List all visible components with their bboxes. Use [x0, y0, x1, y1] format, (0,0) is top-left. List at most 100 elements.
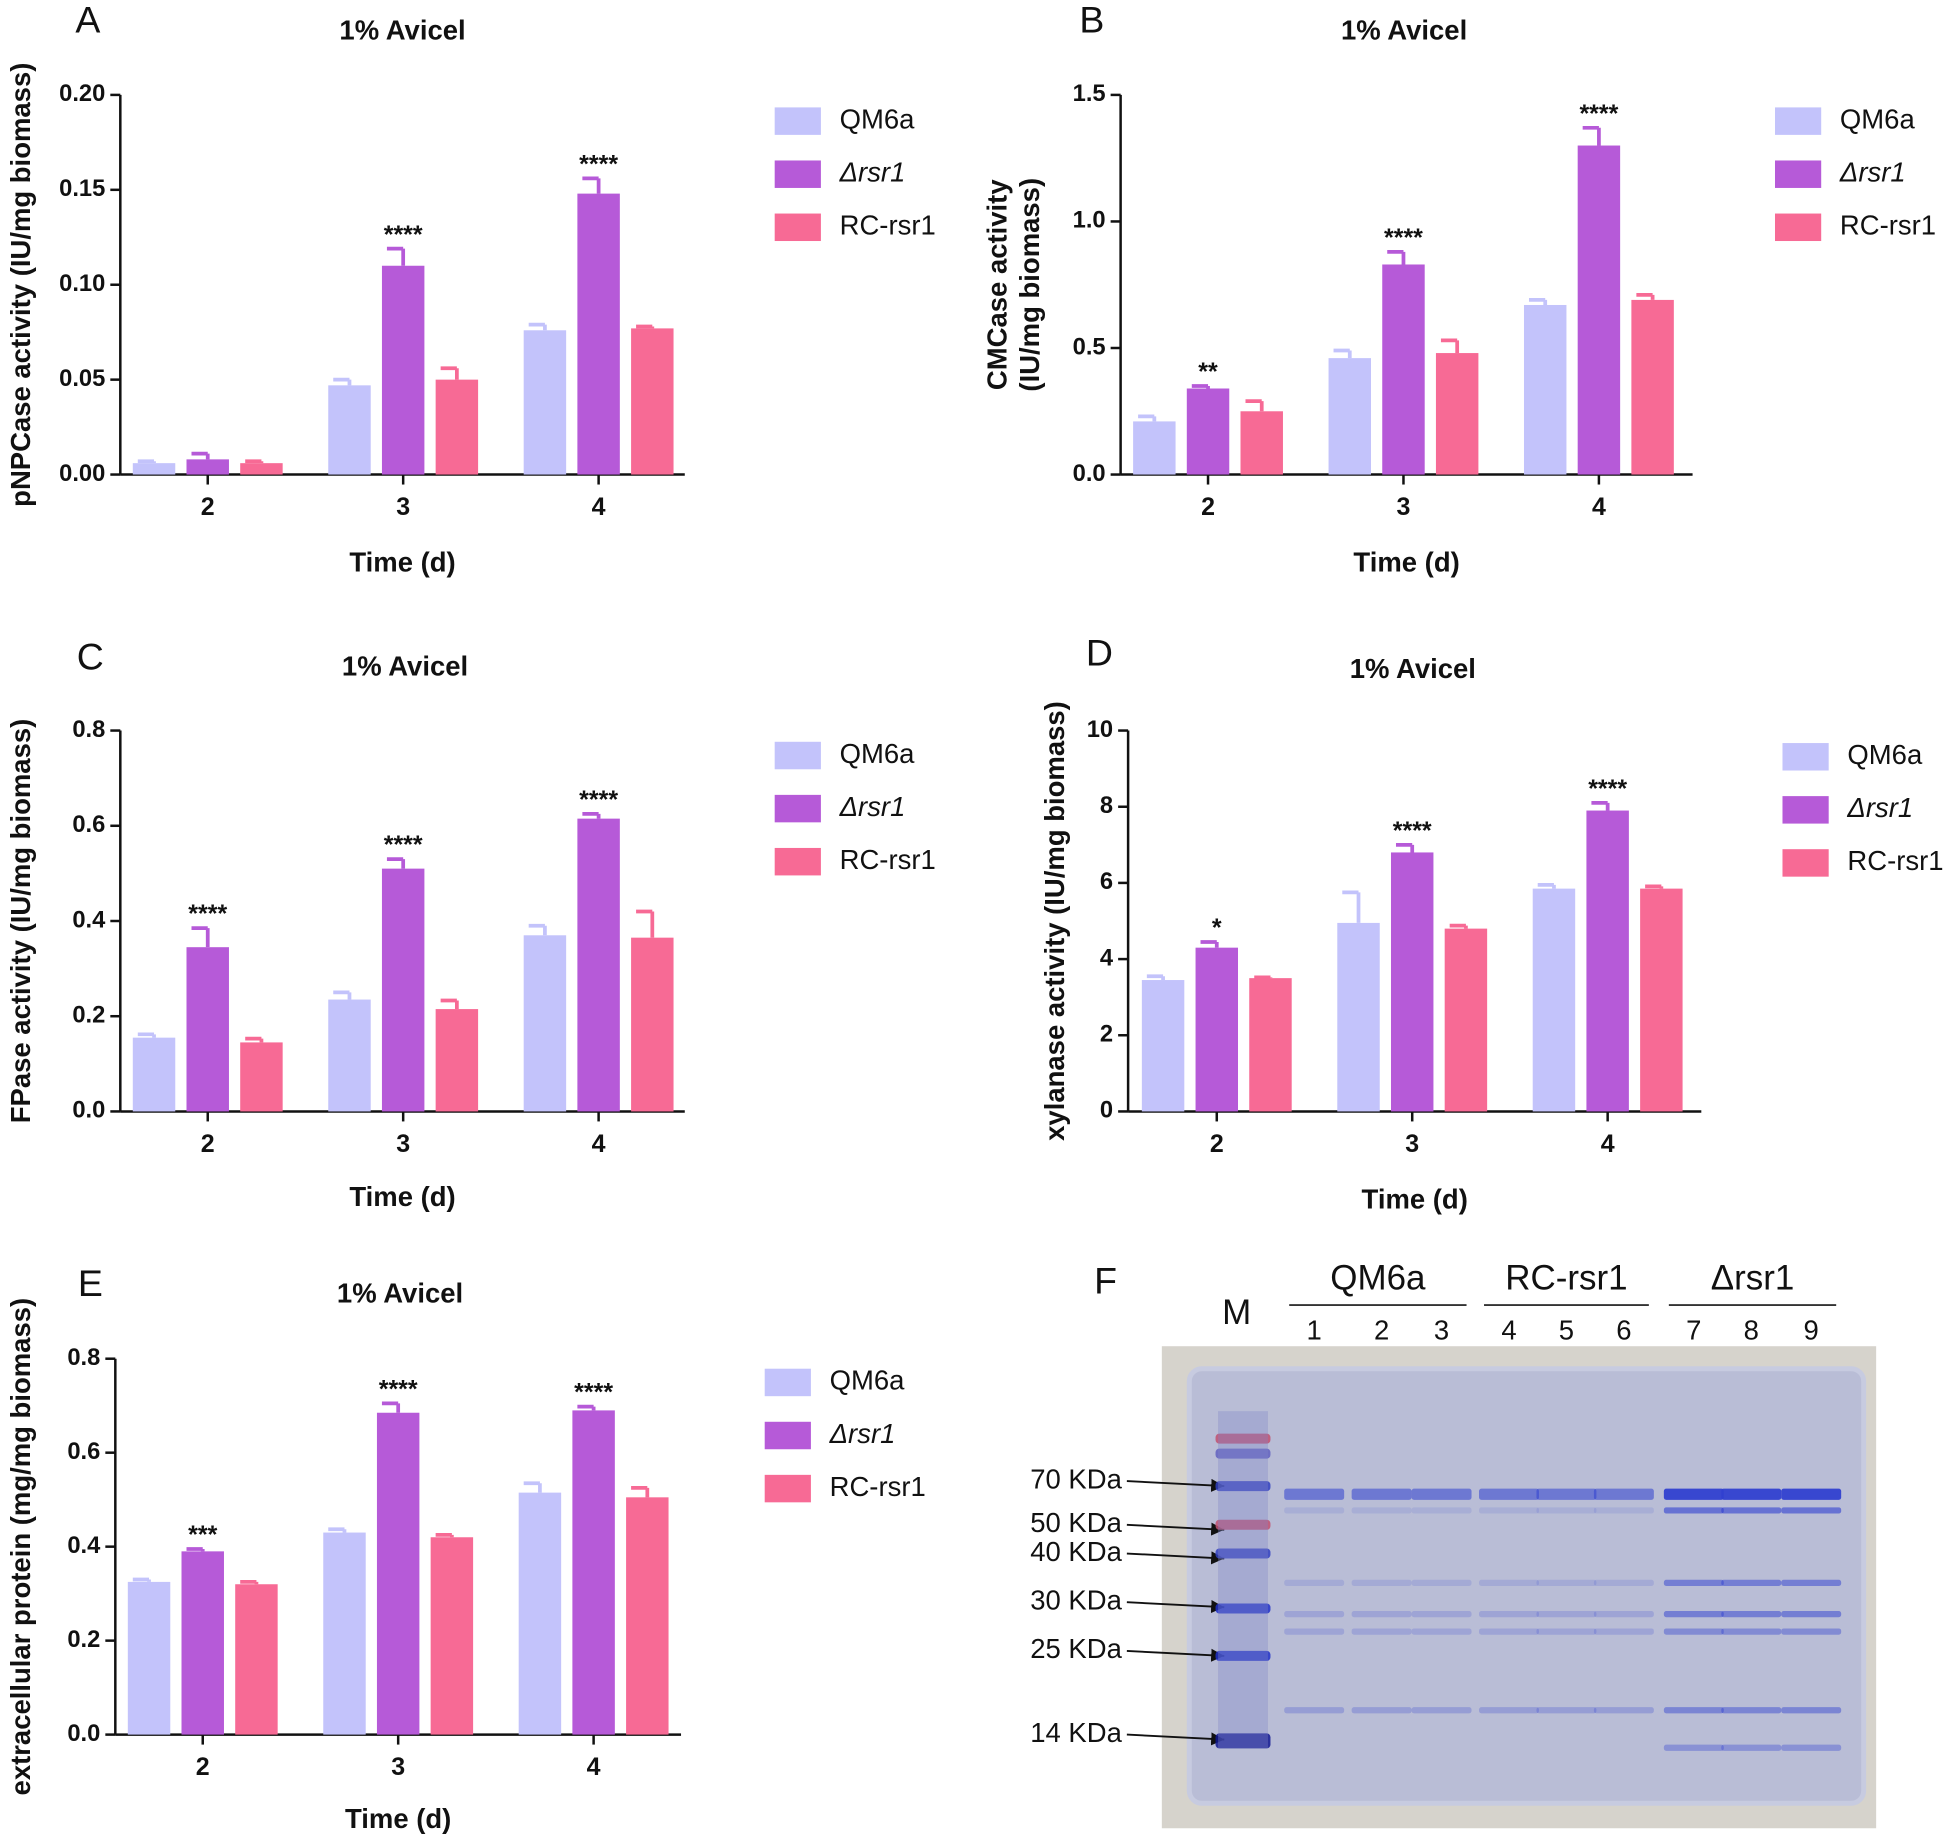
y-tick-label: 0.05: [59, 366, 105, 392]
error-bar: [440, 998, 459, 1010]
sample-band: [1663, 1507, 1724, 1514]
sample-band: [1781, 1744, 1842, 1751]
error-bar: [582, 176, 601, 194]
bar: [523, 935, 567, 1112]
sample-band: [1593, 1579, 1654, 1586]
error-bar: [245, 1036, 264, 1043]
bar: [518, 1492, 562, 1735]
error-bar: [240, 1580, 259, 1585]
legend-label: Δrsr1: [829, 1418, 896, 1449]
y-tick-label: 0: [1100, 1098, 1113, 1124]
chart-title: 1% Avicel: [1350, 653, 1476, 684]
lane-label: 7: [1686, 1315, 1701, 1346]
sample-band: [1593, 1610, 1654, 1618]
error-bar: [1582, 125, 1601, 146]
lane-label: 8: [1744, 1315, 1759, 1346]
error-bar: [1191, 384, 1210, 389]
lane-label: 1: [1307, 1315, 1322, 1346]
sample-band: [1721, 1628, 1782, 1635]
panel-letter: C: [77, 635, 104, 677]
y-axis-label: FPase activity (IU/mg biomass): [5, 719, 36, 1124]
panel-letter: A: [75, 0, 100, 40]
bar: [381, 265, 425, 475]
bar: [631, 328, 674, 475]
marker-arrow: [1126, 1551, 1225, 1565]
x-axis-label: Time (d): [349, 547, 455, 578]
error-bar: [245, 459, 264, 464]
x-tick-label: 2: [201, 493, 215, 521]
error-bar: [582, 812, 601, 819]
error-bar: [1146, 974, 1165, 981]
sample-band: [1411, 1628, 1472, 1635]
ladder-band: [1215, 1448, 1271, 1459]
bar-chart: D 1% Avicel Time (d) xylanase activity (IU/…: [1039, 632, 1943, 1215]
sample-band: [1781, 1707, 1842, 1714]
x-tick-label: 3: [396, 493, 410, 521]
significance-label: ****: [1588, 775, 1627, 803]
significance-label: ****: [1393, 817, 1432, 845]
legend-swatch: [764, 1474, 811, 1503]
marker-label: 50 KDa: [1030, 1507, 1122, 1538]
sample-band: [1411, 1610, 1472, 1618]
lane-label: 5: [1559, 1315, 1574, 1346]
bar-chart: E 1% Avicel Time (d) extracellular protein …: [5, 1262, 926, 1834]
sample-band: [1536, 1628, 1597, 1635]
legend-label: Δrsr1: [839, 791, 906, 822]
bar: [235, 1584, 278, 1735]
ladder-band: [1215, 1733, 1271, 1749]
sample-band: [1663, 1744, 1724, 1751]
bar: [376, 1412, 420, 1735]
bar: [1631, 299, 1674, 475]
legend-label: QM6a: [1840, 103, 1916, 134]
legend-label: QM6a: [830, 1365, 906, 1396]
sample-band: [1284, 1507, 1345, 1514]
bar: [186, 947, 229, 1112]
y-tick-label: 0.2: [72, 1002, 105, 1028]
y-tick-label: 10: [1087, 717, 1113, 743]
legend-swatch: [774, 107, 821, 135]
sample-band: [1663, 1488, 1724, 1500]
group-label: Δrsr1: [1711, 1258, 1795, 1297]
ladder-band: [1215, 1433, 1271, 1444]
legend-swatch: [1782, 743, 1829, 771]
error-bar: [191, 926, 210, 948]
error-bar: [1537, 882, 1556, 889]
bar-chart: B 1% Avicel Time (d) CMCase activity (IU/mg …: [982, 0, 1936, 578]
error-bar: [386, 246, 406, 266]
y-tick-label: 4: [1100, 945, 1114, 971]
x-tick-label: 4: [587, 1753, 601, 1781]
sample-band: [1536, 1707, 1597, 1714]
sample-band: [1536, 1579, 1597, 1586]
sample-band: [1479, 1507, 1539, 1514]
significance-label: ****: [579, 151, 618, 179]
sample-band: [1479, 1610, 1539, 1618]
bar: [1328, 358, 1372, 475]
marker-lane-label: M: [1222, 1293, 1251, 1332]
sample-band: [1593, 1488, 1654, 1500]
sample-band: [1351, 1507, 1412, 1514]
bar: [1577, 145, 1621, 475]
bar: [127, 1581, 171, 1735]
legend-swatch: [764, 1421, 811, 1450]
error-bar: [577, 1404, 596, 1411]
error-bar: [1528, 298, 1548, 305]
legend-label: RC-rsr1: [840, 210, 936, 241]
bar: [577, 818, 620, 1112]
bar: [1390, 852, 1434, 1112]
error-bar: [435, 1533, 454, 1538]
legend-label: RC-rsr1: [830, 1471, 926, 1502]
x-tick-label: 2: [196, 1753, 210, 1781]
marker-label: 25 KDa: [1030, 1633, 1122, 1664]
y-axis-label: CMCase activity: [982, 179, 1013, 390]
significance-label: ****: [574, 1379, 613, 1407]
y-tick-label: 1.0: [1073, 208, 1106, 234]
sample-band: [1663, 1707, 1724, 1714]
y-tick-label: 0.2: [67, 1627, 100, 1653]
panel-letter: F: [1094, 1260, 1117, 1302]
lane-label: 3: [1434, 1315, 1449, 1346]
error-bar: [523, 1481, 542, 1493]
y-tick-label: 8: [1100, 793, 1113, 819]
legend-label: RC-rsr1: [1840, 210, 1936, 241]
ladder-band: [1215, 1481, 1271, 1492]
bar: [1444, 928, 1488, 1112]
